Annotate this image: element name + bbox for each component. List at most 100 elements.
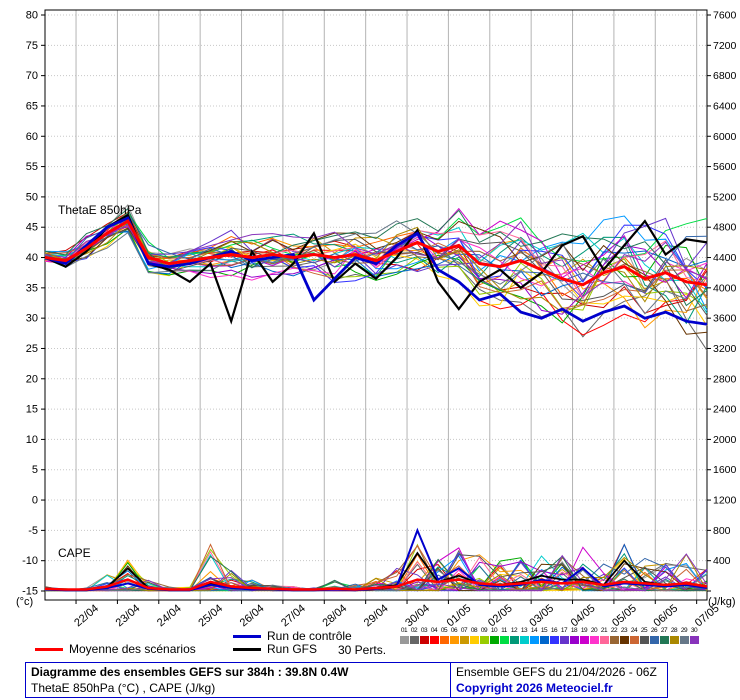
footer-subtitle: ThetaE 850hPa (°C) , CAPE (J/kg)	[31, 681, 216, 695]
pert-color-square	[419, 636, 429, 644]
pert-number: 25	[640, 627, 648, 634]
pert-color-square	[469, 636, 479, 644]
pert-number: 05	[440, 627, 448, 634]
ensemble-member-thetae-line	[44, 230, 708, 297]
pert-swatch: 27	[659, 627, 669, 644]
left-axis-tick-label: 45	[26, 222, 38, 234]
right-axis-tick-label: 2000	[713, 434, 737, 446]
left-axis-tick-label: 15	[26, 404, 38, 416]
perts-count-label: 30 Perts.	[338, 643, 387, 657]
right-axis-tick-label: 5200	[713, 191, 737, 203]
pert-swatch: 16	[549, 627, 559, 644]
pert-number: 24	[630, 627, 638, 634]
pert-number: 21	[600, 627, 608, 634]
right-axis-tick-label: 3200	[713, 343, 737, 355]
pert-swatch: 18	[569, 627, 579, 644]
pert-color-square	[479, 636, 489, 644]
left-axis-tick-label: 30	[26, 313, 38, 325]
right-axis-unit: (J/kg)	[708, 596, 736, 608]
left-axis-tick-label: 60	[26, 131, 38, 143]
pert-color-square	[499, 636, 509, 644]
pert-color-square	[669, 636, 679, 644]
right-axis-tick-label: 1600	[713, 464, 737, 476]
footer: Diagramme des ensembles GEFS sur 384h : …	[25, 662, 668, 698]
left-axis-unit: (°c)	[16, 596, 33, 608]
legend-mean: Moyenne des scénarios	[35, 642, 196, 656]
pert-number: 02	[410, 627, 418, 634]
pert-swatch: 30	[689, 627, 699, 644]
pert-number: 28	[670, 627, 678, 634]
pert-number: 26	[650, 627, 658, 634]
pert-color-square	[599, 636, 609, 644]
pert-color-square	[689, 636, 699, 644]
right-axis-tick-label: 400	[713, 555, 731, 567]
pert-color-square	[639, 636, 649, 644]
pert-number: 08	[470, 627, 478, 634]
pert-color-square	[459, 636, 469, 644]
mean-legend-label: Moyenne des scénarios	[69, 642, 196, 656]
pert-swatch: 12	[509, 627, 519, 644]
pert-number: 14	[530, 627, 538, 634]
pert-number: 04	[430, 627, 438, 634]
pert-swatch: 04	[429, 627, 439, 644]
ensemble-member-thetae-line	[44, 220, 708, 335]
gfs-legend-label: Run GFS	[267, 642, 318, 656]
pert-color-square	[429, 636, 439, 644]
pert-swatch: 29	[679, 627, 689, 644]
right-axis-tick-label: 4800	[713, 222, 737, 234]
pert-color-square	[609, 636, 619, 644]
pert-number: 03	[420, 627, 428, 634]
pert-number: 22	[610, 627, 618, 634]
left-axis-tick-label: 80	[26, 10, 38, 22]
pert-number: 16	[550, 627, 558, 634]
left-axis-tick-label: 40	[26, 252, 38, 264]
ensemble-member-thetae-line	[44, 215, 708, 311]
plot-frame	[44, 9, 708, 601]
right-axis-tick-label: 5600	[713, 161, 737, 173]
pert-color-square	[519, 636, 529, 644]
footer-right-box: Ensemble GEFS du 21/04/2026 - 06Z Copyri…	[451, 662, 668, 698]
right-axis-tick-label: 7600	[713, 10, 737, 22]
pert-number: 12	[510, 627, 518, 634]
pert-color-square	[629, 636, 639, 644]
pert-number: 17	[560, 627, 568, 634]
footer-left-box: Diagramme des ensembles GEFS sur 384h : …	[25, 662, 451, 698]
pert-color-square	[509, 636, 519, 644]
pert-color-square	[649, 636, 659, 644]
left-axis-tick-label: 25	[26, 343, 38, 355]
pert-number: 20	[590, 627, 598, 634]
pert-swatch: 24	[629, 627, 639, 644]
pert-number: 10	[490, 627, 498, 634]
control-legend-label: Run de contrôle	[267, 629, 352, 643]
right-axis-tick-label: 4400	[713, 252, 737, 264]
pert-swatch: 22	[609, 627, 619, 644]
right-axis-tick-label: 4000	[713, 282, 737, 294]
legend-gfs: Run GFS	[233, 642, 317, 656]
footer-title: Diagramme des ensembles GEFS sur 384h : …	[31, 665, 349, 679]
pert-swatch: 13	[519, 627, 529, 644]
footer-run-info: Ensemble GEFS du 21/04/2026 - 06Z	[456, 665, 657, 679]
pert-swatch: 09	[479, 627, 489, 644]
pert-color-square	[549, 636, 559, 644]
pert-swatch: 20	[589, 627, 599, 644]
pert-color-square	[489, 636, 499, 644]
pert-color-square	[539, 636, 549, 644]
pert-color-square	[579, 636, 589, 644]
pert-number: 06	[450, 627, 458, 634]
pert-swatch: 15	[539, 627, 549, 644]
pert-color-square	[659, 636, 669, 644]
pert-color-square	[439, 636, 449, 644]
pert-color-square	[589, 636, 599, 644]
right-axis-tick-label: 7200	[713, 40, 737, 52]
ensemble-member-cape-line	[44, 553, 708, 592]
pert-number: 23	[620, 627, 628, 634]
left-axis-tick-label: 55	[26, 161, 38, 173]
right-axis-tick-label: 6400	[713, 100, 737, 112]
pert-swatch: 06	[449, 627, 459, 644]
left-axis-tick-label: -10	[22, 555, 38, 567]
pert-swatch: 21	[599, 627, 609, 644]
pert-number: 01	[400, 627, 408, 634]
left-axis-tick-label: 35	[26, 282, 38, 294]
left-axis-tick-label: 50	[26, 191, 38, 203]
